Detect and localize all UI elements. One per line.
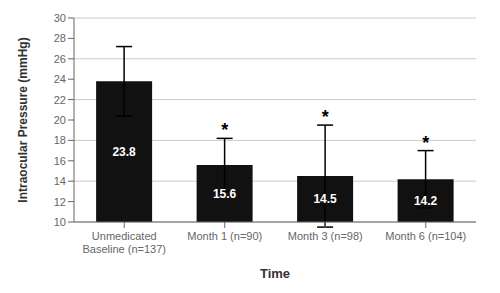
svg-text:23.8: 23.8 [112, 145, 136, 159]
svg-text:12: 12 [54, 196, 66, 208]
svg-text:UnmedicatedBaseline (n=137): UnmedicatedBaseline (n=137) [83, 230, 166, 255]
svg-text:22: 22 [54, 94, 66, 106]
svg-text:Time: Time [260, 266, 290, 281]
svg-text:28: 28 [54, 32, 66, 44]
svg-text:14: 14 [54, 175, 66, 187]
svg-text:26: 26 [54, 53, 66, 65]
svg-text:24: 24 [54, 73, 66, 85]
svg-text:30: 30 [54, 12, 66, 24]
svg-text:*: * [322, 107, 329, 127]
svg-text:Intraocular Pressure (mmHg): Intraocular Pressure (mmHg) [16, 37, 30, 202]
svg-text:16: 16 [54, 155, 66, 167]
svg-text:14.2: 14.2 [414, 194, 438, 208]
svg-text:20: 20 [54, 114, 66, 126]
svg-text:*: * [422, 133, 429, 153]
svg-text:Month 3 (n=98): Month 3 (n=98) [288, 230, 363, 242]
svg-text:Month 1 (n=90): Month 1 (n=90) [187, 230, 262, 242]
svg-text:15.6: 15.6 [213, 187, 237, 201]
svg-text:10: 10 [54, 216, 66, 228]
svg-text:*: * [221, 120, 228, 140]
svg-text:14.5: 14.5 [313, 192, 337, 206]
svg-text:18: 18 [54, 134, 66, 146]
svg-text:Month 6 (n=104): Month 6 (n=104) [385, 230, 466, 242]
